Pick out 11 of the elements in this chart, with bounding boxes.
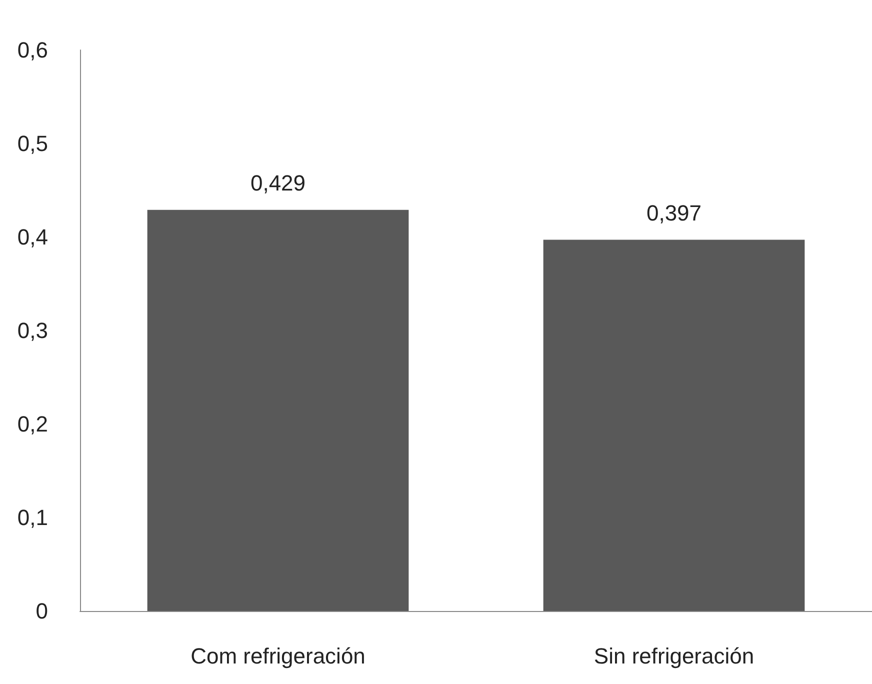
data-label: 0,397	[646, 200, 702, 226]
y-tick-label: 0,6	[17, 38, 48, 62]
y-tick-label: 0,2	[17, 412, 48, 436]
y-tick-label: 0,3	[17, 318, 48, 343]
x-tick-label: Sin refrigeración	[594, 644, 754, 668]
x-tick-label: Com refrigeración	[190, 644, 366, 668]
y-tick-label: 0,5	[17, 131, 48, 156]
y-tick-label: 0	[36, 598, 48, 624]
y-tick-label: 0,4	[17, 224, 48, 250]
data-label: 0,429	[250, 170, 306, 196]
y-tick-label: 0,1	[17, 505, 48, 530]
